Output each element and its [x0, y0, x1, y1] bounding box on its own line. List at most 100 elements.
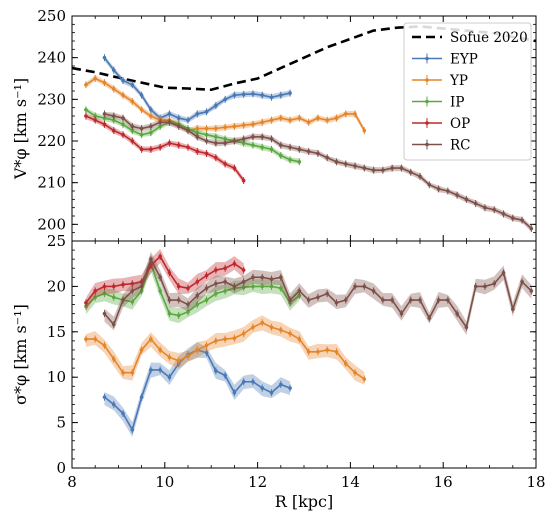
top-ip-point	[204, 132, 209, 137]
top-eyp-point	[241, 92, 246, 97]
bottom-eyp-point	[111, 402, 116, 407]
top-yp-point	[149, 114, 153, 118]
bottom-yp-point	[306, 349, 311, 354]
top-ytick-label: 250	[37, 7, 66, 25]
bottom-xtick-label: 8	[67, 473, 77, 491]
top-rc-point	[446, 189, 450, 193]
bottom-op-band	[85, 248, 244, 311]
bottom-ylabel: σ*φ [km s⁻¹]	[11, 304, 30, 405]
bottom-yp-point	[353, 370, 357, 375]
top-op-point	[84, 114, 88, 118]
bottom-ip-point	[167, 311, 172, 316]
bottom-yp-point	[279, 328, 283, 332]
bottom-rc-point	[343, 298, 348, 302]
bottom-rc-point	[325, 291, 330, 296]
bottom-op-point	[204, 273, 209, 278]
legend-marker-ip	[425, 99, 429, 104]
top-op-point	[111, 128, 116, 133]
bottom-ytick-label: 5	[56, 414, 66, 432]
bottom-ip-point	[251, 284, 255, 289]
top-eyp-point	[204, 110, 209, 114]
top-op-point	[232, 166, 237, 170]
top-yp-point	[121, 93, 125, 97]
bottom-rc-point	[371, 289, 376, 293]
legend-label-yp: YP	[449, 73, 468, 89]
bottom-rc-point	[455, 311, 459, 316]
bottom-op-point	[84, 300, 88, 305]
top-yp-point	[334, 116, 339, 120]
bottom-yp-point	[269, 325, 274, 330]
top-ip-point	[84, 107, 88, 112]
top-yp-point	[288, 118, 292, 122]
top-yp-point	[279, 116, 283, 120]
top-rc-point	[176, 124, 181, 129]
bottom-ytick-label: 25	[47, 232, 66, 250]
bottom-rc-point	[251, 275, 255, 280]
bottom-eyp-point	[288, 386, 292, 390]
top-yp-point	[297, 116, 302, 120]
legend-label-sofue-2020: Sofue 2020	[450, 30, 528, 46]
bottom-eyp-point	[214, 369, 218, 373]
bottom-ip-point	[102, 291, 107, 296]
top-eyp-point	[214, 103, 218, 108]
bottom-yp-point	[186, 354, 190, 359]
legend-label-eyp: EYP	[450, 52, 478, 68]
bottom-ytick-label: 10	[47, 368, 66, 386]
bottom-yp-point	[223, 337, 227, 341]
top-ip-point	[269, 147, 274, 152]
top-rc-point	[288, 145, 292, 150]
top-rc-point	[130, 124, 135, 129]
bottom-rc-point	[297, 289, 302, 293]
bottom-yp-point	[84, 337, 88, 341]
top-ip-point	[241, 141, 246, 145]
bottom-eyp-point	[204, 350, 209, 355]
bottom-op-point	[130, 281, 135, 286]
bottom-eyp-point	[232, 390, 237, 395]
top-eyp-point	[176, 116, 181, 120]
top-op-point	[214, 155, 218, 160]
bottom-rc-point	[195, 293, 200, 298]
top-rc-point	[269, 137, 274, 141]
top-yp-point	[93, 76, 97, 81]
bottom-op-point	[214, 268, 218, 272]
bottom-plot-area	[84, 248, 534, 438]
bottom-ip-point	[241, 285, 246, 290]
top-rc-point	[390, 166, 394, 170]
top-ytick-label: 230	[37, 90, 66, 108]
bottom-op-point	[93, 289, 97, 293]
top-rc-point	[325, 155, 330, 160]
top-ip-point	[139, 132, 144, 137]
bottom-rc-point	[269, 277, 274, 281]
bottom-yp-point	[195, 348, 200, 352]
bottom-yp-point	[297, 337, 302, 341]
top-eyp-point	[111, 68, 116, 72]
legend-marker-rc	[425, 142, 429, 147]
top-rc-point	[455, 193, 459, 197]
top-rc-point	[232, 139, 237, 143]
top-op-point	[139, 147, 144, 152]
bottom-rc-point	[260, 275, 265, 280]
bottom-op-point	[149, 263, 153, 268]
top-op-point	[241, 178, 246, 183]
top-ip-point	[130, 128, 135, 133]
top-op-point	[121, 132, 125, 137]
bottom-op-point	[195, 280, 200, 284]
top-op-band	[85, 113, 244, 184]
top-ytick-label: 210	[37, 174, 66, 192]
bottom-op-point	[111, 284, 116, 289]
top-eyp-point	[260, 93, 265, 97]
bottom-rc-point	[436, 298, 441, 302]
legend-marker-eyp	[425, 56, 429, 61]
bottom-rc-point	[334, 300, 339, 305]
bottom-xtick-label: 18	[526, 473, 545, 491]
bottom-rc-point	[130, 289, 135, 293]
bottom-eyp-point	[241, 379, 246, 384]
top-yp-point	[241, 123, 246, 127]
top-ytick-label: 220	[37, 132, 66, 150]
top-rc-point	[473, 201, 478, 206]
bottom-rc-point	[288, 298, 292, 302]
bottom-rc-point	[139, 284, 144, 289]
top-rc-point	[520, 218, 524, 222]
bottom-rc-point	[418, 298, 422, 302]
top-rc-point	[427, 182, 432, 187]
